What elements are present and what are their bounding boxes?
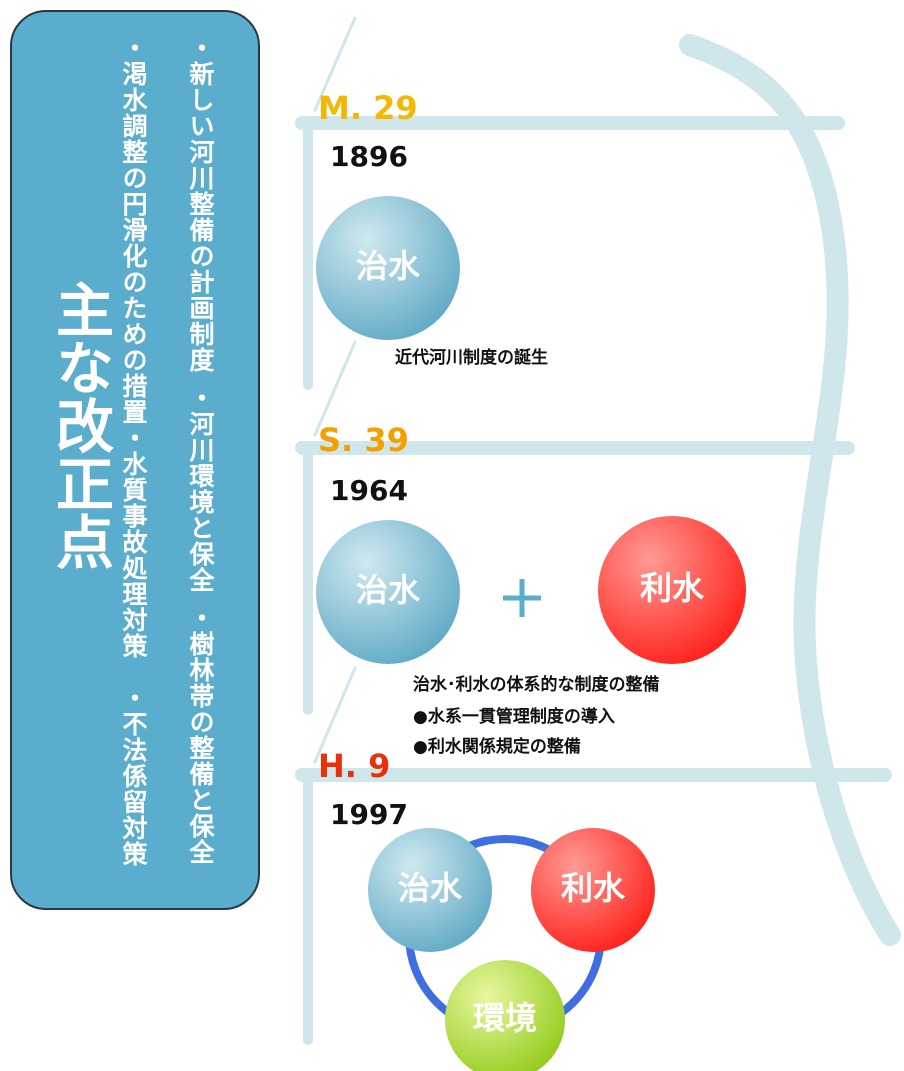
policy-label: 利水 bbox=[561, 869, 626, 907]
policy-circle bbox=[531, 828, 655, 952]
policy-circle bbox=[316, 520, 460, 664]
era-caption: 近代河川制度の誕生 bbox=[395, 347, 548, 368]
river-lines bbox=[295, 16, 901, 1045]
era-caption: ●水系一貫管理制度の導入 bbox=[413, 706, 615, 727]
policy-label: 利水 bbox=[640, 569, 705, 607]
policy-circle bbox=[316, 196, 460, 340]
policy-circle bbox=[445, 960, 565, 1071]
sidebar-item: ・樹林帯の整備と保全 bbox=[186, 605, 215, 865]
policy-label: 治水 bbox=[356, 571, 421, 609]
plus-sign bbox=[503, 579, 541, 617]
sidebar-item: ・渇水調整の円滑化のための措置 bbox=[119, 35, 148, 425]
era-label: S. 39 bbox=[318, 421, 409, 459]
sidebar-item: ・不法係留対策 bbox=[119, 685, 148, 867]
sidebar-item: ・河川環境と保全 bbox=[186, 385, 215, 593]
era-caption: 治水･利水の体系的な制度の整備 bbox=[413, 674, 660, 695]
era-label: H. 9 bbox=[318, 747, 390, 785]
sidebar-title: 主な改正点 bbox=[46, 280, 114, 570]
policy-label: 治水 bbox=[356, 247, 421, 285]
sidebar bbox=[10, 10, 260, 910]
era-year: 1896 bbox=[330, 140, 408, 173]
policy-label: 治水 bbox=[398, 869, 463, 907]
sidebar-item: ・新しい河川整備の計画制度 bbox=[186, 35, 215, 373]
era-label: M. 29 bbox=[318, 89, 418, 127]
era-year: 1964 bbox=[330, 474, 408, 507]
policy-circle bbox=[368, 828, 492, 952]
policy-circle bbox=[598, 516, 746, 664]
sidebar-item: ・水質事故処理対策 bbox=[119, 425, 148, 659]
era-caption: ●利水関係規定の整備 bbox=[413, 736, 581, 757]
era-year: 1997 bbox=[330, 798, 408, 831]
policy-label: 環境 bbox=[473, 999, 537, 1037]
